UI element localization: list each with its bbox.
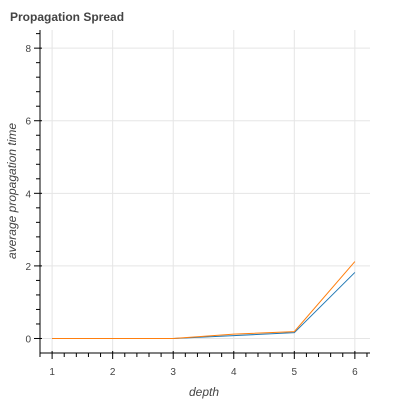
y-tick-label: 4 [25,189,31,200]
x-tick-label: 4 [231,367,237,378]
x-tick-label: 6 [352,367,358,378]
y-axis-label: average propagation time [5,123,19,259]
axes: 1 2 3 4 5 6 0 2 4 6 8 [25,30,370,378]
y-tick-label: 0 [25,334,31,345]
x-tick-label: 3 [170,367,176,378]
x-tick-label: 2 [110,367,116,378]
y-tick-label: 2 [25,262,31,273]
y-tick-label: 8 [25,44,31,55]
y-tick-label: 6 [25,117,31,128]
x-axis-label: depth [189,385,219,399]
x-tick-label: 5 [292,367,298,378]
x-tick-label: 1 [49,367,55,378]
chart-title: Propagation Spread [10,10,124,24]
series-layer [52,261,356,339]
series-line-2 [52,261,356,339]
